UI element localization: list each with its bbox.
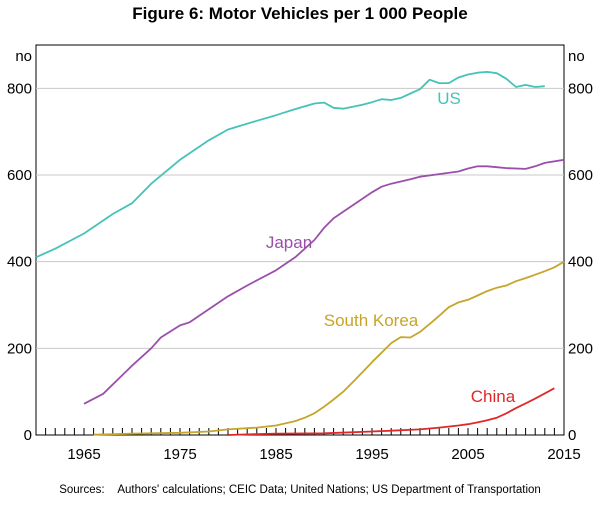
series-line-south-korea: [93, 260, 565, 436]
x-tick-label-1975: 1975: [163, 446, 196, 463]
x-tick-label-2005: 2005: [451, 446, 484, 463]
series-line-japan: [83, 158, 565, 405]
y-tick-label-right-0: 0: [568, 427, 576, 444]
x-tick-label-1995: 1995: [355, 446, 388, 463]
plot-area: [35, 44, 565, 436]
y-tick-label-right-400: 400: [568, 254, 593, 271]
y-tick-label-left-600: 600: [7, 167, 32, 184]
motor-vehicles-chart: 0 0 200 200 400 400 600 600 800 800 1965 1975 1985 19…: [7, 44, 593, 463]
y-tick-label-left-200: 200: [7, 340, 32, 357]
series-line-china: [227, 387, 555, 436]
y-tick-label-left-0: 0: [24, 427, 32, 444]
x-tick-label-1985: 1985: [259, 446, 292, 463]
y-tick-label-left-800: 800: [7, 80, 32, 97]
series-label-china: China: [471, 387, 516, 406]
y-axis-unit-left: no: [15, 48, 32, 65]
y-tick-label-right-800: 800: [568, 80, 593, 97]
sources-note: Sources: Authors' calculations; CEIC Dat…: [59, 484, 541, 496]
y-tick-label-right-600: 600: [568, 167, 593, 184]
x-tick-label-2015: 2015: [547, 446, 580, 463]
series-label-us: US: [437, 89, 461, 108]
series-label-japan: Japan: [266, 233, 312, 252]
chart-title: Figure 6: Motor Vehicles per 1 000 Peopl…: [132, 4, 468, 23]
series-label-south-korea: South Korea: [324, 311, 419, 330]
x-tick-label-1965: 1965: [67, 446, 100, 463]
y-tick-label-left-400: 400: [7, 254, 32, 271]
y-axis-unit-right: no: [568, 48, 585, 65]
series-line-us: [35, 71, 545, 259]
y-tick-label-right-200: 200: [568, 340, 593, 357]
